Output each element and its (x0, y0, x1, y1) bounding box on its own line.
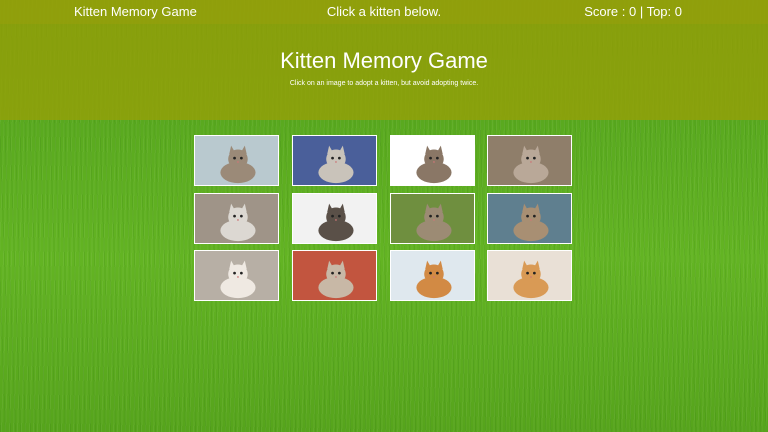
nav-brand[interactable]: Kitten Memory Game (74, 4, 197, 19)
kitten-white-gray-hand-card[interactable] (194, 193, 279, 244)
kitten-trio-white-card[interactable] (292, 193, 377, 244)
kitten-photo (293, 251, 376, 300)
kitten-basket-group-card[interactable] (194, 135, 279, 186)
page-subtitle: Click on an image to adopt a kitten, but… (289, 80, 479, 87)
kitten-photo (488, 251, 571, 300)
kitten-photo (293, 136, 376, 185)
nav-score: Score : 0 | Top: 0 (584, 4, 682, 19)
nav-message: Click a kitten below. (326, 4, 442, 19)
navbar: Kitten Memory Game Click a kitten below.… (0, 0, 768, 24)
kitten-photo (293, 194, 376, 243)
kitten-photo (391, 194, 474, 243)
header-banner: Kitten Memory Game Click on an image to … (0, 24, 768, 120)
kitten-tabby-white-bg-card[interactable] (390, 135, 475, 186)
kitten-orange-gray-cuddle-card[interactable] (487, 250, 572, 301)
kitten-pair-basket-card[interactable] (487, 135, 572, 186)
page-title: Kitten Memory Game (280, 48, 488, 73)
kitten-photo (195, 251, 278, 300)
kitten-tabby-grass-card[interactable] (390, 193, 475, 244)
kitten-photo (488, 194, 571, 243)
kitten-photo (488, 136, 571, 185)
kitten-paws-red-card[interactable] (292, 250, 377, 301)
kitten-hand-held-card[interactable] (487, 193, 572, 244)
kitten-orange-playing-card[interactable] (390, 250, 475, 301)
kitten-photo (195, 194, 278, 243)
kitten-siamese-card[interactable] (194, 250, 279, 301)
kitten-photo (195, 136, 278, 185)
kitten-photo (391, 136, 474, 185)
kitten-gray-tabby-blue-card[interactable] (292, 135, 377, 186)
kitten-photo (391, 251, 474, 300)
